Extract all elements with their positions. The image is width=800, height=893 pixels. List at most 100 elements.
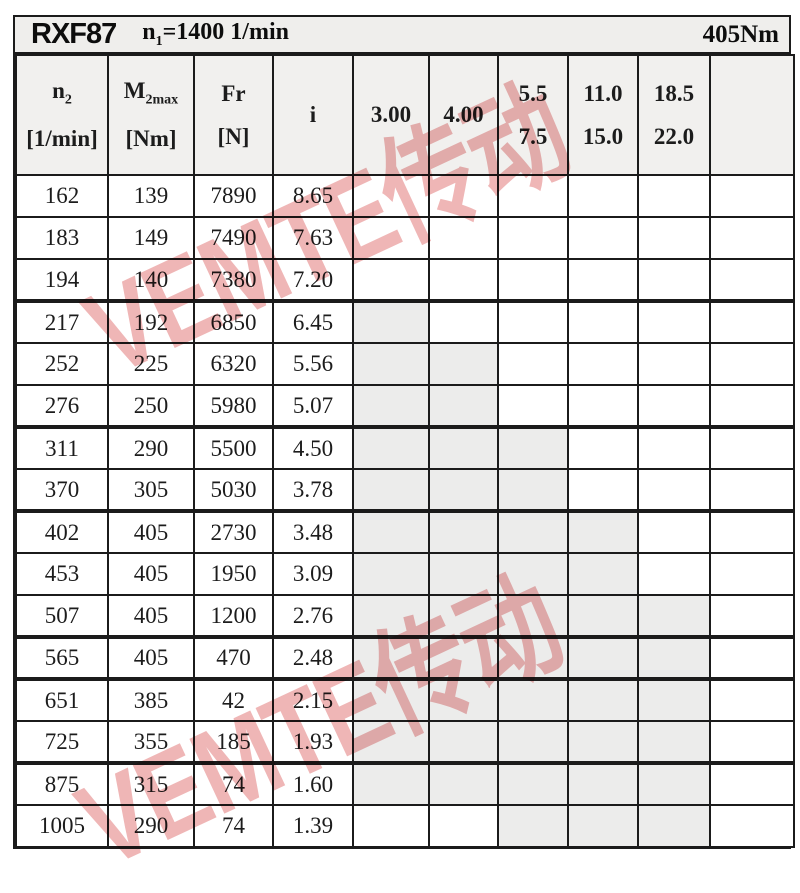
cell-fr: 1200 (193, 594, 274, 638)
input-speed-subscript: 1 (155, 33, 163, 49)
cell-power-5-5 (497, 216, 569, 260)
cell-power-18-5 (637, 552, 711, 596)
cell-fr: 470 (193, 635, 274, 680)
cell-i: 7.20 (272, 258, 354, 302)
header-cell-power-11-0: 11.0 15.0 (567, 54, 639, 176)
cell-power-11-0 (567, 804, 639, 848)
cell-power-3-00 (352, 342, 430, 386)
cell-power-3-00 (352, 299, 430, 344)
table-row: 402 405 2730 3.48 (15, 509, 795, 554)
cell-m2max: 305 (107, 468, 195, 512)
cell-fr: 6850 (193, 299, 274, 344)
cell-power-3-00 (352, 677, 430, 722)
cell-power-11-0 (567, 425, 639, 470)
cell-i: 1.93 (272, 720, 354, 764)
cell-power-4-00 (428, 425, 499, 470)
cell-power-4-00 (428, 594, 499, 638)
cell-fr: 74 (193, 804, 274, 848)
cell-power-5-5 (497, 299, 569, 344)
cell-fr: 5500 (193, 425, 274, 470)
cell-power-4-00 (428, 174, 499, 218)
cell-empty (709, 299, 795, 344)
cell-n2: 651 (15, 677, 109, 722)
cell-power-3-00 (352, 258, 430, 302)
cell-n2: 402 (15, 509, 109, 554)
cell-empty (709, 677, 795, 722)
cell-power-4-00 (428, 258, 499, 302)
input-speed-symbol: n (142, 19, 156, 46)
cell-power-3-00 (352, 552, 430, 596)
cell-i: 2.48 (272, 635, 354, 680)
cell-m2max: 290 (107, 425, 195, 470)
input-speed-value: =1400 1/min (162, 19, 289, 46)
cell-power-11-0 (567, 509, 639, 554)
cell-power-18-5 (637, 804, 711, 848)
cell-power-4-00 (428, 804, 499, 848)
input-speed: n1=1400 1/min (142, 19, 289, 50)
cell-power-3-00 (352, 425, 430, 470)
cell-power-11-0 (567, 299, 639, 344)
cell-power-11-0 (567, 174, 639, 218)
header-cell-power-18-5: 18.5 22.0 (637, 54, 711, 176)
header-cell-i: i (272, 54, 354, 176)
table-row: 651 385 42 2.15 (15, 677, 795, 722)
model-code: RXF87 (31, 18, 117, 50)
table-row: 252 225 6320 5.56 (15, 342, 795, 386)
cell-power-5-5 (497, 468, 569, 512)
cell-empty (709, 761, 795, 806)
table-body: 162 139 7890 8.65 183 149 7490 7.63 194 140 7380 7.… (15, 174, 795, 848)
cell-n2: 276 (15, 384, 109, 428)
cell-i: 3.48 (272, 509, 354, 554)
cell-power-4-00 (428, 677, 499, 722)
cell-power-3-00 (352, 804, 430, 848)
table-row: 183 149 7490 7.63 (15, 216, 795, 260)
cell-i: 3.09 (272, 552, 354, 596)
table-row: 453 405 1950 3.09 (15, 552, 795, 596)
cell-power-18-5 (637, 509, 711, 554)
cell-power-11-0 (567, 761, 639, 806)
header-cell-power-4-00: 4.00 (428, 54, 499, 176)
header-cell-power-3-00: 3.00 (352, 54, 430, 176)
cell-i: 5.56 (272, 342, 354, 386)
cell-i: 4.50 (272, 425, 354, 470)
header-cell-n2: n2 [1/min] (15, 54, 109, 176)
cell-power-4-00 (428, 635, 499, 680)
cell-m2max: 385 (107, 677, 195, 722)
cell-power-18-5 (637, 761, 711, 806)
cell-i: 3.78 (272, 468, 354, 512)
cell-m2max: 149 (107, 216, 195, 260)
cell-empty (709, 425, 795, 470)
cell-i: 2.76 (272, 594, 354, 638)
cell-power-18-5 (637, 720, 711, 764)
cell-power-11-0 (567, 468, 639, 512)
cell-power-3-00 (352, 174, 430, 218)
table-row: 875 315 74 1.60 (15, 761, 795, 806)
cell-power-5-5 (497, 635, 569, 680)
cell-power-3-00 (352, 594, 430, 638)
cell-empty (709, 258, 795, 302)
cell-fr: 42 (193, 677, 274, 722)
cell-empty (709, 384, 795, 428)
cell-fr: 5980 (193, 384, 274, 428)
cell-power-4-00 (428, 384, 499, 428)
cell-n2: 875 (15, 761, 109, 806)
cell-i: 6.45 (272, 299, 354, 344)
cell-power-5-5 (497, 174, 569, 218)
cell-i: 1.60 (272, 761, 354, 806)
cell-n2: 217 (15, 299, 109, 344)
cell-empty (709, 804, 795, 848)
cell-power-11-0 (567, 677, 639, 722)
cell-power-3-00 (352, 216, 430, 260)
cell-m2max: 250 (107, 384, 195, 428)
header-cell-power-5-5: 5.5 7.5 (497, 54, 569, 176)
cell-empty (709, 720, 795, 764)
spec-sheet: RXF87 n1=1400 1/min 405Nm n2 [1/min] M2max… (13, 15, 795, 893)
title-bar: RXF87 n1=1400 1/min 405Nm (15, 17, 789, 54)
table-row: 507 405 1200 2.76 (15, 594, 795, 638)
cell-empty (709, 174, 795, 218)
table-row: 725 355 185 1.93 (15, 720, 795, 764)
cell-empty (709, 594, 795, 638)
cell-i: 2.15 (272, 677, 354, 722)
table-row: 162 139 7890 8.65 (15, 174, 795, 218)
cell-power-4-00 (428, 299, 499, 344)
